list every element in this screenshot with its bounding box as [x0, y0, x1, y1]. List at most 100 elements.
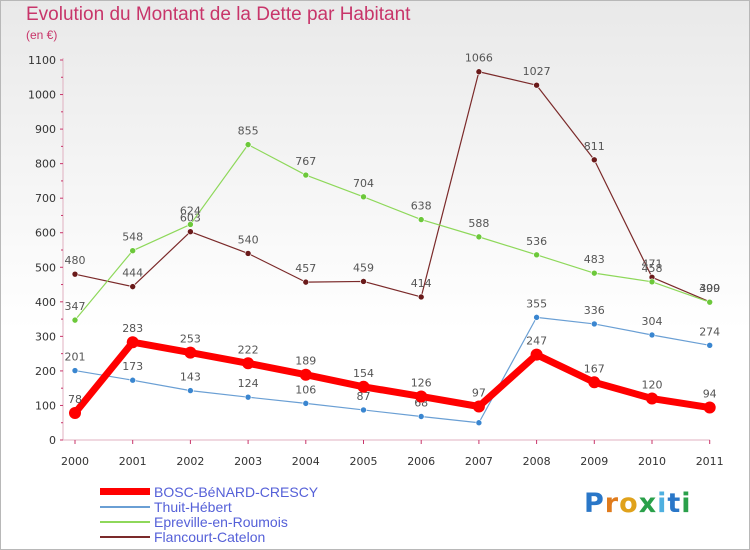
data-point [360, 193, 367, 201]
chart-unit: (en €) [26, 28, 58, 42]
logo-letter: r [604, 488, 620, 519]
data-point [417, 216, 425, 223]
data-point [360, 278, 367, 285]
data-point [129, 247, 136, 254]
data-point [126, 336, 139, 349]
data-point [415, 390, 428, 403]
data-label: 458 [642, 262, 663, 275]
data-label: 444 [122, 267, 143, 280]
data-label: 274 [699, 325, 720, 338]
data-label: 355 [526, 297, 547, 310]
x-tick-label: 2002 [176, 455, 204, 468]
y-tick-label: 800 [35, 158, 56, 171]
y-tick-label: 500 [35, 261, 56, 274]
y-tick-label: 900 [35, 123, 56, 136]
data-point [533, 81, 540, 89]
x-tick-label: 2009 [580, 455, 608, 468]
data-label: 304 [642, 315, 663, 328]
data-point [71, 367, 79, 374]
data-label: 1027 [523, 65, 551, 78]
data-point [533, 251, 540, 259]
data-label: 283 [122, 322, 143, 335]
legend-item: Epreville-en-Roumois [100, 513, 318, 530]
x-tick-label: 2007 [465, 455, 493, 468]
y-tick-label: 1000 [28, 89, 56, 102]
legend-swatch [100, 488, 150, 495]
y-tick-label: 700 [35, 192, 56, 205]
data-label: 78 [68, 393, 82, 406]
logo-letter: i [657, 488, 668, 519]
data-label: 247 [526, 335, 547, 348]
data-point [302, 171, 310, 179]
data-label: 336 [584, 304, 605, 317]
data-label: 400 [699, 282, 720, 295]
data-point [588, 376, 601, 389]
data-point [590, 156, 598, 164]
legend-item: Flancourt-Catelon [100, 529, 318, 545]
series-line [74, 316, 711, 424]
data-point [703, 401, 716, 414]
data-label: 638 [411, 200, 432, 213]
data-point [299, 368, 312, 381]
data-label: 471 [642, 257, 663, 270]
data-label: 459 [353, 261, 374, 274]
data-label: 855 [238, 125, 259, 138]
data-point [360, 406, 367, 414]
data-point [475, 419, 483, 427]
data-label: 94 [703, 388, 717, 401]
data-point [417, 413, 425, 420]
legend: BOSC-BéNARD-CRESCY Thuit-Hébert Eprevill… [100, 483, 319, 545]
data-label: 347 [65, 300, 86, 313]
data-label: 540 [238, 233, 259, 246]
legend-item: Thuit-Hébert [100, 498, 318, 515]
x-tick-label: 2006 [407, 455, 435, 468]
data-point [530, 348, 543, 361]
data-point [187, 228, 194, 235]
data-point [71, 270, 79, 278]
series-line [74, 144, 711, 321]
data-label: 124 [238, 377, 259, 390]
data-point [187, 387, 194, 394]
y-tick-label: 400 [35, 296, 56, 309]
data-label: 120 [642, 379, 663, 392]
data-label: 483 [584, 253, 605, 266]
data-label: 624 [180, 204, 201, 217]
data-label: 143 [180, 371, 201, 384]
legend-label: Thuit-Hébert [154, 498, 232, 515]
data-point [533, 314, 540, 321]
x-tick-label: 2011 [696, 455, 724, 468]
logo-letter: x [638, 488, 658, 519]
data-label: 548 [122, 231, 143, 244]
y-tick-label: 600 [35, 227, 56, 240]
data-label: 414 [411, 277, 432, 290]
data-label: 222 [238, 343, 259, 356]
data-label: 399 [699, 282, 720, 295]
data-label: 87 [357, 390, 371, 403]
data-point [69, 407, 81, 420]
data-label: 173 [122, 360, 143, 373]
data-point [187, 221, 194, 228]
data-point [357, 380, 370, 393]
data-point [472, 400, 485, 413]
series-line [74, 71, 711, 303]
data-label: 588 [468, 217, 489, 230]
data-point [71, 316, 79, 324]
legend-swatch [100, 535, 150, 538]
data-point [706, 342, 714, 349]
logo-letter: o [619, 488, 639, 519]
data-label: 253 [180, 333, 201, 346]
legend-item: BOSC-BéNARD-CRESCY [100, 483, 319, 500]
data-point [184, 346, 197, 359]
data-label: 189 [295, 355, 316, 368]
data-label: 704 [353, 177, 374, 190]
x-tick-label: 2003 [234, 455, 262, 468]
legend-label: Epreville-en-Roumois [154, 513, 288, 530]
data-label: 154 [353, 367, 374, 380]
legend-label: BOSC-BéNARD-CRESCY [154, 483, 319, 500]
data-point [129, 283, 136, 290]
x-tick-label: 2001 [119, 455, 147, 468]
data-point [475, 233, 483, 241]
data-label: 480 [65, 254, 86, 267]
data-point [129, 376, 136, 384]
data-label: 167 [584, 362, 605, 375]
